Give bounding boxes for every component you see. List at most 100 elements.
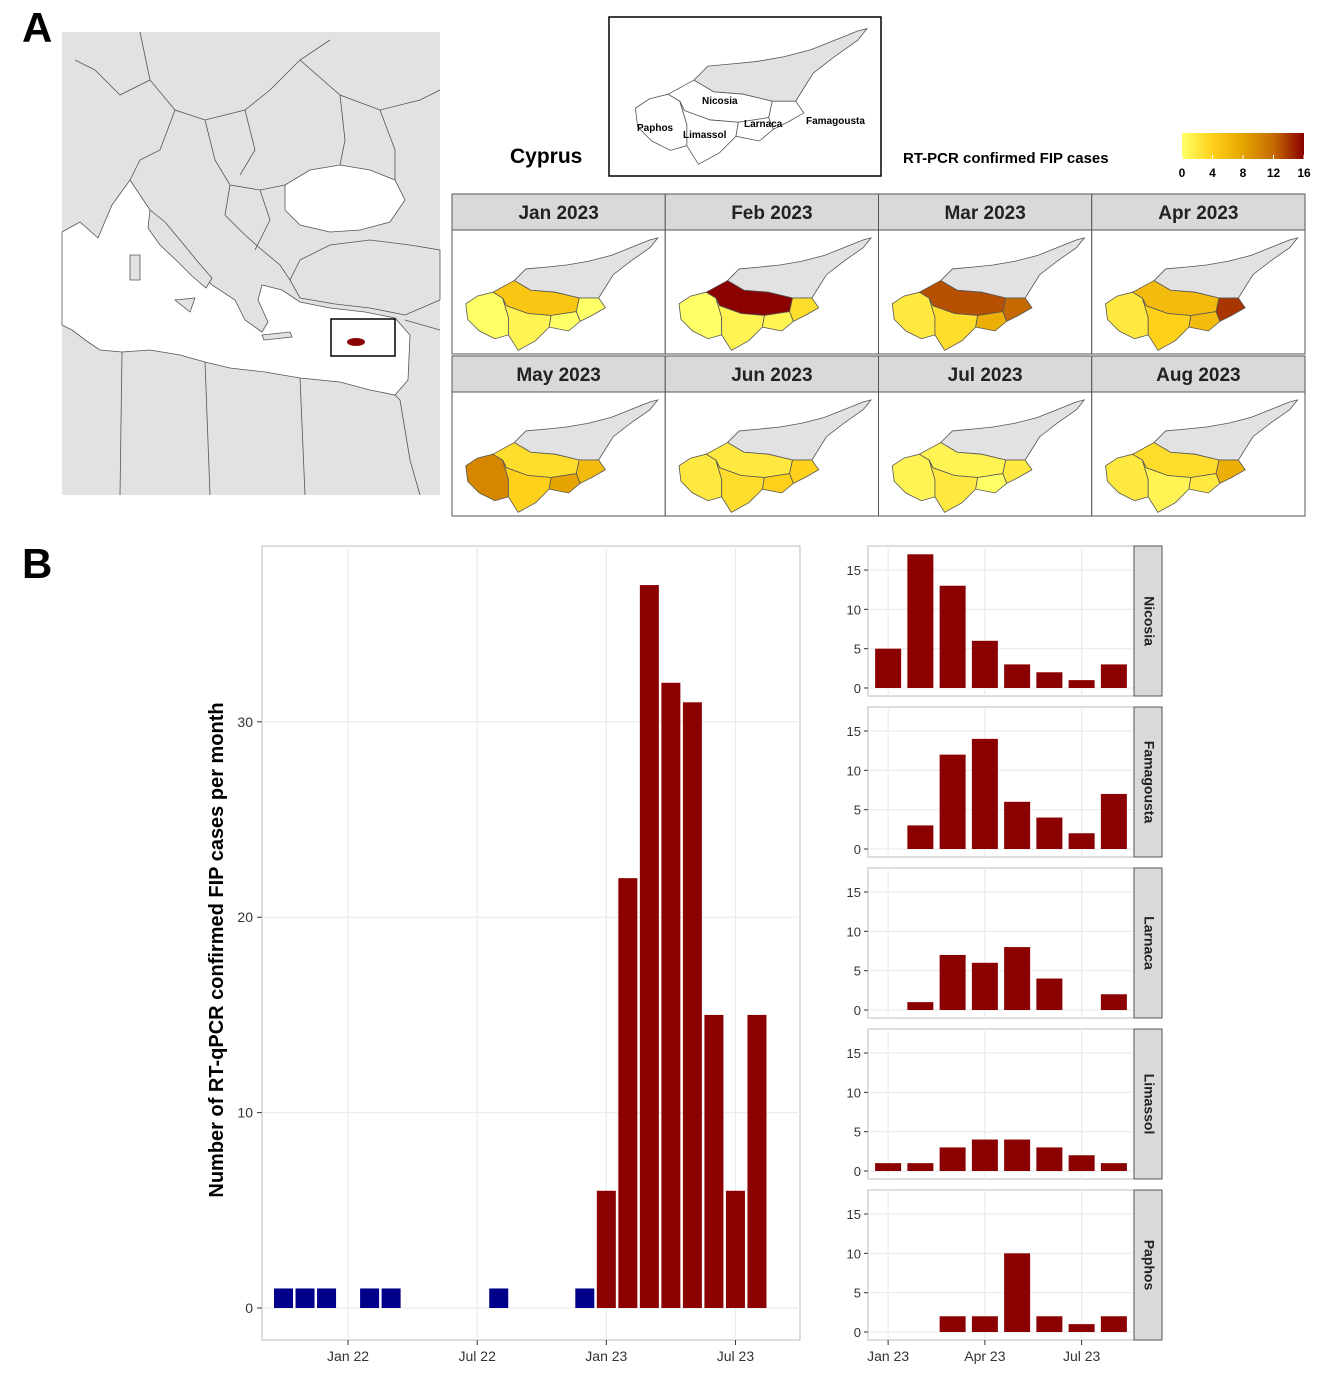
month-0-district-larnaca [548,311,581,332]
main-bar [575,1288,595,1308]
legend-title: RT-PCR confirmed FIP cases [903,150,1109,167]
month-7-district-larnaca [1188,473,1221,494]
facet-bar [1004,801,1031,849]
month-0-cyprus [465,237,659,351]
main-bar [704,1014,724,1308]
month-0-district-famagousta [575,297,607,322]
facet-bar [939,754,966,849]
main-y-tick-label: 20 [237,909,253,925]
month-map-5: Jun 2023 [664,355,879,517]
inset-district-limassol [679,101,739,165]
country-label: Cyprus [510,145,582,168]
facet-nicosia: 0 5 10 15 Nicosia [847,545,1163,697]
month-0-district-limassol [502,297,552,351]
main-y-tick-label: 30 [237,714,253,730]
district-facet-charts: 0 5 10 15 Nicosia 0 5 10 15 Famagousta 0 5 10 15 Larna… [847,545,1163,1364]
month-map-6: Jul 2023 [878,355,1093,517]
facet-bar [1004,664,1031,688]
inset-cyprus [634,28,869,165]
facet-bar [939,954,966,1010]
facet-strip [1133,706,1163,858]
europe-map [61,31,441,496]
month-6-district-limassol [928,459,979,513]
month-4-cyprus [465,399,659,513]
month-strip [664,193,879,231]
month-label: Aug 2023 [1156,365,1240,386]
facet-bar [907,554,934,688]
facet-plot-area [867,1189,1135,1341]
month-6-district-larnaca [975,473,1008,494]
month-label: Jan 2023 [518,203,598,224]
main-x-tick-label: Jan 22 [327,1348,369,1364]
main-bar [295,1288,315,1308]
europe-map-borders [74,31,441,496]
legend-tick-label: 0 [1179,166,1186,180]
facet-x-tick-label: Jan 23 [867,1348,909,1364]
inset-district-larnaca [735,117,774,142]
month-strip [451,355,666,393]
panel-label-b: B [22,540,52,587]
facet-y-tick-label: 10 [847,924,861,939]
black-sea [284,164,406,233]
main-bar [725,1190,745,1308]
facet-bar [907,825,934,849]
facet-bar [971,738,998,849]
facet-bar [939,585,966,688]
main-bar [489,1288,509,1308]
main-y-tick-label: 10 [237,1105,253,1121]
facet-bar [1100,793,1127,849]
cyprus-locator-box [330,318,396,357]
panel-label-a: A [22,4,52,51]
month-7-district-famagousta [1215,459,1246,484]
facet-bar [971,640,998,688]
main-bar [747,1014,767,1308]
month-1-district-larnaca [761,311,794,332]
month-3-district-famagousta [1215,297,1246,322]
main-y-tick-label: 0 [245,1300,253,1316]
month-label: Apr 2023 [1158,203,1238,224]
facet-y-tick-label: 15 [847,1207,861,1222]
month-label: Feb 2023 [731,203,812,224]
month-3-district-larnaca [1188,311,1221,332]
y-axis-title: Number of RT-qPCR confirmed FIP cases pe… [206,702,228,1197]
italy [147,209,213,289]
facet-bar [875,648,902,688]
month-map-0: Jan 2023 [451,193,666,355]
month-7-cyprus [1105,399,1299,513]
facet-y-tick-label: 10 [847,602,861,617]
month-5-district-larnaca [761,473,794,494]
facet-strip [1133,545,1163,697]
sicily [173,297,196,313]
facet-bar [1068,1324,1095,1332]
facet-x-tick-label: Jul 23 [1063,1348,1101,1364]
month-map-4: May 2023 [451,355,666,517]
facet-strip-label: Famagousta [1141,741,1157,824]
month-2-district-limassol [928,297,979,351]
facet-y-tick-label: 5 [854,964,861,979]
facet-y-tick-label: 15 [847,724,861,739]
facet-plot-area [867,867,1135,1019]
facet-strip-label: Larnaca [1141,916,1157,970]
legend-tick-label: 12 [1267,166,1281,180]
facet-paphos: 0 5 10 15 Paphos Jan 23 Apr 23 Jul 23 [847,1189,1163,1364]
facet-bar [907,1163,934,1171]
main-bar [682,702,702,1308]
facet-strip [1133,1189,1163,1341]
facet-y-tick-label: 0 [854,1003,861,1018]
facet-limassol: 0 5 10 15 Limassol [847,1028,1163,1180]
inset-label-famagousta: Famagousta [806,116,865,127]
main-bar [639,585,659,1308]
legend-ticks: 0 4 8 12 16 [1179,155,1311,180]
month-label: May 2023 [516,365,601,386]
month-map-3: Apr 2023 [1091,193,1306,355]
facet-strip-label: Nicosia [1141,596,1157,646]
month-4-district-larnaca [548,473,581,494]
month-1-cyprus [678,237,873,351]
facet-bar [1036,817,1063,849]
month-label: Mar 2023 [944,203,1025,224]
facet-bar [939,1147,966,1171]
facet-bar [1036,672,1063,688]
month-5-district-limassol [715,459,765,513]
facet-bar [1068,680,1095,688]
